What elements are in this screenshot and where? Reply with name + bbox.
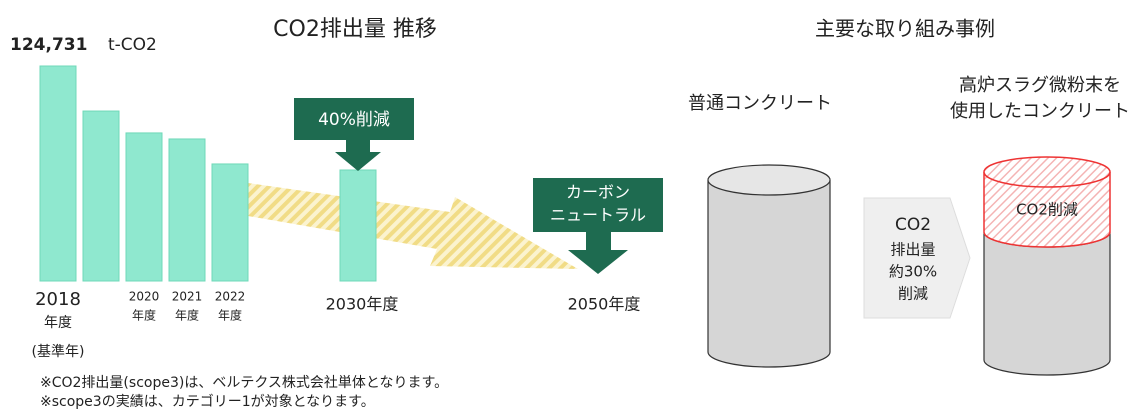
x-tick-sublabel: 年度	[218, 308, 242, 323]
x-tick-sublabel: 年度	[44, 315, 72, 331]
bar	[40, 66, 76, 281]
footnote: ※CO2排出量(scope3)は、ベルテクス株式会社単体となります。	[40, 375, 448, 391]
x-tick-label: 2050年度	[568, 295, 641, 314]
example-arrow-text: 約30%	[889, 263, 937, 281]
unit: t-CO2	[108, 35, 157, 55]
cylinder	[984, 157, 1110, 375]
bar	[340, 170, 376, 281]
bar	[169, 139, 205, 281]
example-label: 使用したコンクリート	[950, 101, 1130, 122]
example-title: 主要な取り組み事例	[815, 17, 995, 41]
annotation: カーボン	[566, 183, 630, 202]
example-label: CO2削減	[1016, 201, 1078, 219]
x-tick-label: 2030年度	[326, 295, 399, 314]
x-tick-label: 2020	[129, 290, 160, 304]
base-year-note: (基準年)	[32, 343, 85, 360]
chart: 2050年度2030年度年度2022年度2021年度2020年度2018CO2排…	[0, 0, 1142, 410]
annotation-arrow	[568, 232, 628, 274]
trend-arrow	[248, 183, 578, 269]
annotation-arrow	[335, 140, 381, 171]
footnote: ※scope3の実績は、カテゴリー1が対象となります。	[40, 393, 375, 410]
bar	[83, 111, 119, 281]
x-tick-label: 2022	[215, 290, 246, 304]
annotation: ニュートラル	[550, 206, 646, 225]
example-label: 高炉スラグ微粉末を	[959, 75, 1121, 96]
value-label: 124,731	[10, 35, 87, 55]
x-tick-label: 2018	[35, 289, 81, 310]
x-tick-sublabel: 年度	[132, 308, 156, 323]
bar	[212, 164, 248, 281]
x-tick-label: 2021	[172, 290, 203, 304]
x-tick-sublabel: 年度	[175, 308, 199, 323]
bar	[126, 133, 162, 281]
annotation: 40%削減	[318, 110, 390, 130]
example-arrow-text: 削減	[898, 285, 928, 303]
example-arrow-text: CO2	[895, 215, 931, 235]
chart-title: CO2排出量 推移	[273, 17, 437, 42]
example-label: 普通コンクリート	[688, 93, 832, 114]
cylinder	[708, 165, 830, 367]
example-arrow-text: 排出量	[890, 241, 935, 259]
